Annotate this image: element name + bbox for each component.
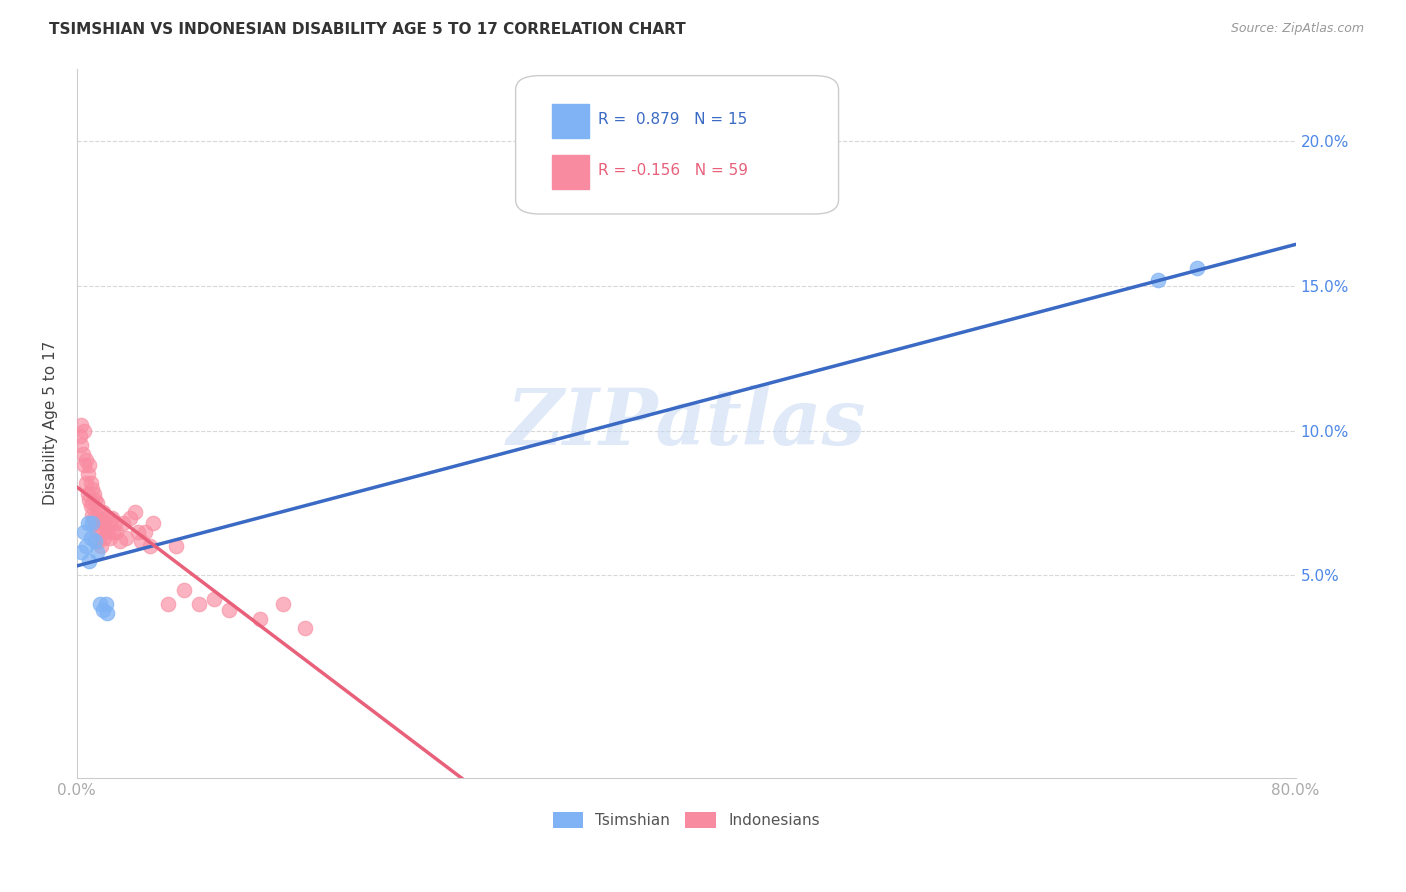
Bar (553, 104, 589, 138)
Point (82, 482, 104, 496)
Point (79, 475, 101, 490)
Point (89, 524, 111, 539)
Point (114, 531, 136, 545)
Y-axis label: Disability Age 5 to 17: Disability Age 5 to 17 (44, 342, 58, 506)
Point (157, 598, 180, 612)
Point (87, 505, 110, 519)
Point (77, 554, 100, 568)
Point (202, 591, 225, 606)
Point (294, 621, 316, 635)
Point (76, 467, 98, 481)
Point (1185, 261, 1208, 276)
Point (73, 458, 96, 473)
Point (165, 540, 187, 554)
Point (70, 438, 93, 452)
Point (124, 505, 146, 519)
Point (73, 524, 96, 539)
Point (120, 510, 142, 524)
Bar (553, 155, 589, 189)
Point (72, 447, 94, 461)
Point (94, 598, 117, 612)
Text: R = -0.156   N = 59: R = -0.156 N = 59 (599, 163, 748, 178)
Point (76, 516, 98, 531)
Point (77, 493, 100, 508)
Point (105, 524, 128, 539)
Point (89, 510, 111, 524)
Point (87, 533, 110, 548)
Text: TSIMSHIAN VS INDONESIAN DISABILITY AGE 5 TO 17 CORRELATION CHART: TSIMSHIAN VS INDONESIAN DISABILITY AGE 5… (49, 22, 686, 37)
Point (86, 545, 108, 559)
Point (139, 540, 162, 554)
Point (82, 496, 104, 510)
Point (218, 603, 240, 617)
Point (1147, 273, 1170, 287)
Point (77, 458, 100, 473)
Point (91, 603, 114, 617)
Point (97, 516, 120, 531)
Point (111, 516, 134, 531)
Point (73, 424, 96, 438)
Point (173, 582, 195, 597)
Point (94, 510, 117, 524)
Point (104, 516, 127, 531)
Point (83, 510, 105, 524)
Point (84, 533, 107, 548)
Point (127, 524, 149, 539)
FancyBboxPatch shape (516, 76, 838, 214)
Point (69, 429, 91, 443)
Point (82, 516, 104, 531)
Point (89, 598, 111, 612)
Point (86, 496, 108, 510)
Point (75, 475, 97, 490)
Point (129, 533, 152, 548)
Point (100, 531, 122, 545)
Text: Source: ZipAtlas.com: Source: ZipAtlas.com (1230, 22, 1364, 36)
Point (91, 505, 114, 519)
Point (108, 533, 131, 548)
Point (70, 545, 93, 559)
Point (134, 524, 156, 539)
Point (84, 516, 107, 531)
Point (142, 516, 165, 531)
Point (93, 516, 115, 531)
Point (90, 540, 112, 554)
Point (75, 452, 97, 467)
Point (84, 493, 107, 508)
Text: ZIPatlas: ZIPatlas (506, 385, 866, 462)
Point (83, 487, 105, 501)
Point (70, 417, 93, 432)
Text: R =  0.879   N = 15: R = 0.879 N = 15 (599, 112, 748, 128)
Point (76, 487, 98, 501)
Point (90, 516, 112, 531)
Point (75, 540, 97, 554)
Point (96, 606, 118, 620)
Point (271, 598, 294, 612)
Point (82, 508, 104, 522)
Point (93, 531, 115, 545)
Point (187, 598, 209, 612)
Point (101, 510, 124, 524)
Legend: Tsimshian, Indonesians: Tsimshian, Indonesians (547, 806, 825, 834)
Point (79, 499, 101, 513)
Point (79, 531, 101, 545)
Point (86, 524, 108, 539)
Point (103, 524, 125, 539)
Point (249, 612, 271, 626)
Point (96, 524, 118, 539)
